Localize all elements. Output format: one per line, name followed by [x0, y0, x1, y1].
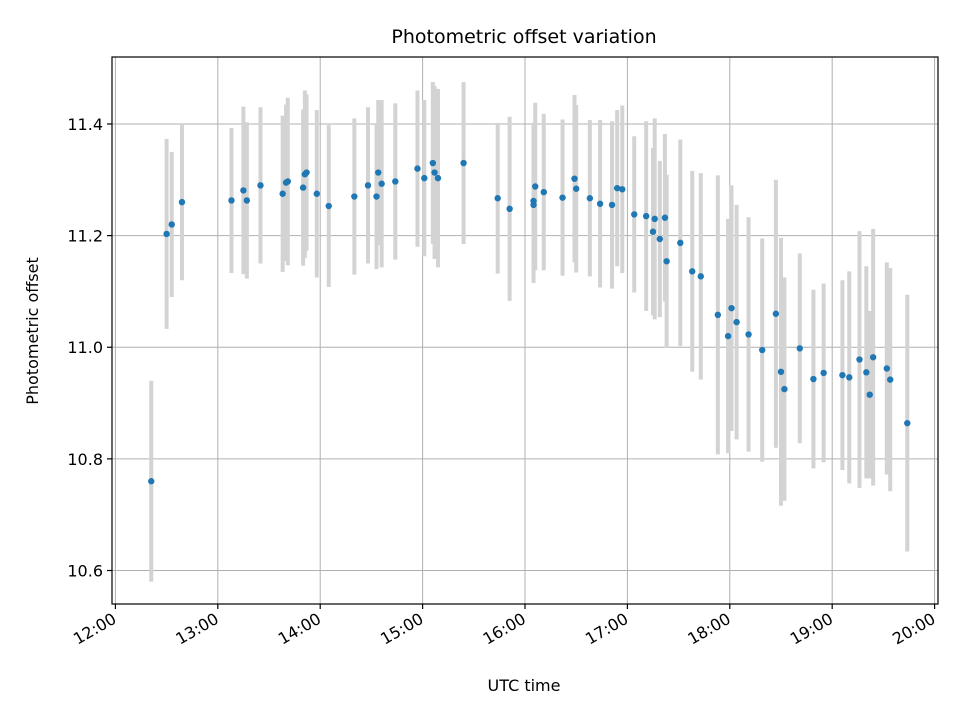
y-tick-label: 11.4: [67, 115, 103, 134]
data-point: [279, 190, 286, 197]
data-points: [148, 159, 911, 485]
data-point: [460, 159, 467, 167]
data-point: [559, 194, 566, 201]
data-point: [178, 198, 186, 206]
data-point: [745, 331, 752, 338]
data-point: [728, 304, 735, 312]
data-point: [796, 345, 803, 352]
data-point: [869, 354, 877, 361]
data-point: [532, 183, 539, 190]
data-point: [240, 187, 247, 194]
data-point: [364, 182, 372, 189]
data-point: [820, 369, 827, 377]
data-point: [373, 193, 380, 200]
data-point: [351, 193, 358, 200]
data-point: [421, 174, 428, 182]
data-point: [856, 356, 863, 363]
data-point: [392, 178, 399, 185]
data-point: [651, 215, 658, 223]
data-point: [863, 369, 870, 376]
data-point: [777, 368, 785, 376]
data-point: [243, 197, 251, 204]
data-point: [168, 221, 175, 228]
data-point: [299, 184, 307, 191]
grid: [112, 57, 938, 604]
data-point: [608, 201, 616, 209]
data-point: [313, 190, 320, 197]
data-point: [772, 310, 780, 317]
y-axis-ticks: 10.6 10.8 11.0 11.2 11.4: [67, 115, 112, 581]
data-point: [649, 228, 657, 235]
y-axis-label: Photometric offset: [23, 257, 42, 405]
data-point: [661, 214, 669, 221]
y-tick-label: 10.6: [67, 562, 103, 581]
data-point: [325, 202, 332, 210]
data-point: [586, 195, 594, 202]
data-point: [631, 211, 638, 218]
data-point: [656, 235, 664, 243]
data-point: [613, 184, 621, 192]
data-point: [759, 346, 766, 354]
data-point: [228, 197, 235, 204]
data-point: [846, 374, 853, 381]
data-point: [431, 169, 438, 176]
data-point: [506, 205, 513, 213]
data-point: [303, 169, 310, 176]
data-point: [663, 258, 670, 265]
y-tick-label: 11.0: [67, 338, 103, 357]
chart-title: Photometric offset variation: [391, 26, 656, 48]
data-point: [530, 197, 537, 205]
data-point: [697, 273, 704, 280]
data-point: [904, 419, 911, 427]
data-point: [375, 169, 382, 176]
data-point: [284, 178, 291, 185]
data-point: [540, 188, 547, 196]
data-point: [619, 186, 626, 193]
y-tick-label: 11.2: [67, 227, 103, 246]
data-point: [714, 311, 722, 319]
data-point: [494, 195, 501, 202]
data-point: [781, 385, 788, 393]
data-point: [839, 371, 846, 379]
data-point: [148, 478, 155, 485]
data-point: [571, 175, 578, 182]
data-point: [378, 180, 385, 187]
y-tick-label: 10.8: [67, 450, 103, 469]
data-point: [257, 182, 264, 189]
data-point: [434, 174, 442, 182]
data-point: [689, 268, 696, 275]
data-point: [724, 332, 732, 340]
data-point: [414, 165, 421, 172]
data-point: [163, 230, 170, 238]
data-point: [866, 391, 873, 398]
data-point: [733, 318, 740, 326]
data-point: [642, 212, 650, 220]
data-point: [429, 159, 437, 167]
data-point: [572, 185, 580, 192]
data-point: [810, 375, 817, 383]
data-point: [677, 239, 684, 247]
data-point: [887, 376, 894, 383]
data-point: [883, 365, 891, 372]
x-axis-label: UTC time: [488, 676, 561, 695]
data-point: [596, 200, 604, 207]
